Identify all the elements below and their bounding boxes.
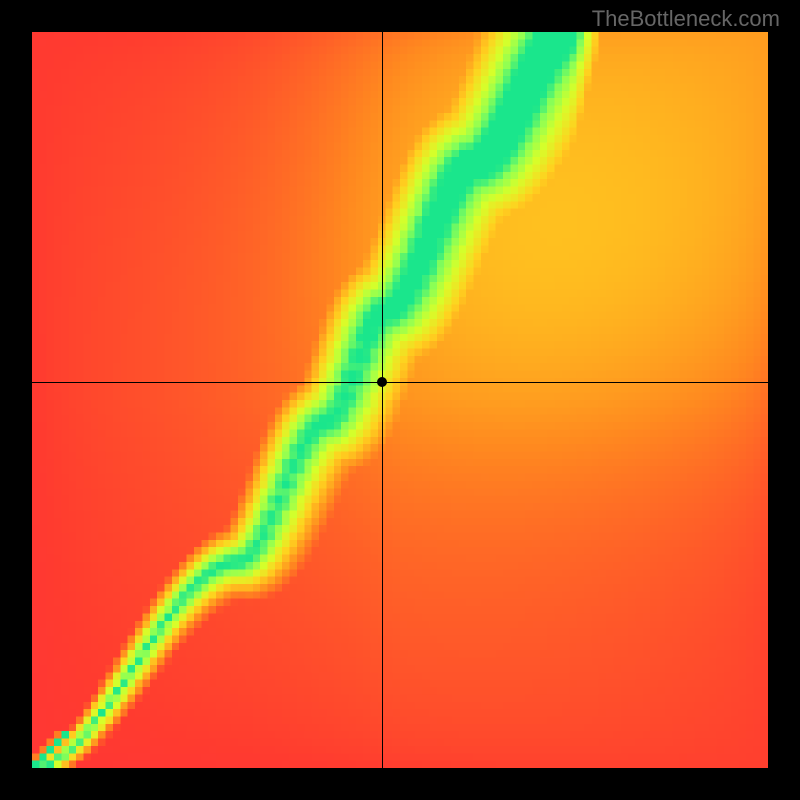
watermark-text: TheBottleneck.com	[592, 6, 780, 32]
heatmap-canvas	[32, 32, 768, 768]
crosshair-horizontal	[32, 382, 768, 383]
heatmap-chart	[32, 32, 768, 768]
chart-container: TheBottleneck.com	[0, 0, 800, 800]
data-point	[377, 377, 387, 387]
crosshair-vertical	[382, 32, 383, 768]
